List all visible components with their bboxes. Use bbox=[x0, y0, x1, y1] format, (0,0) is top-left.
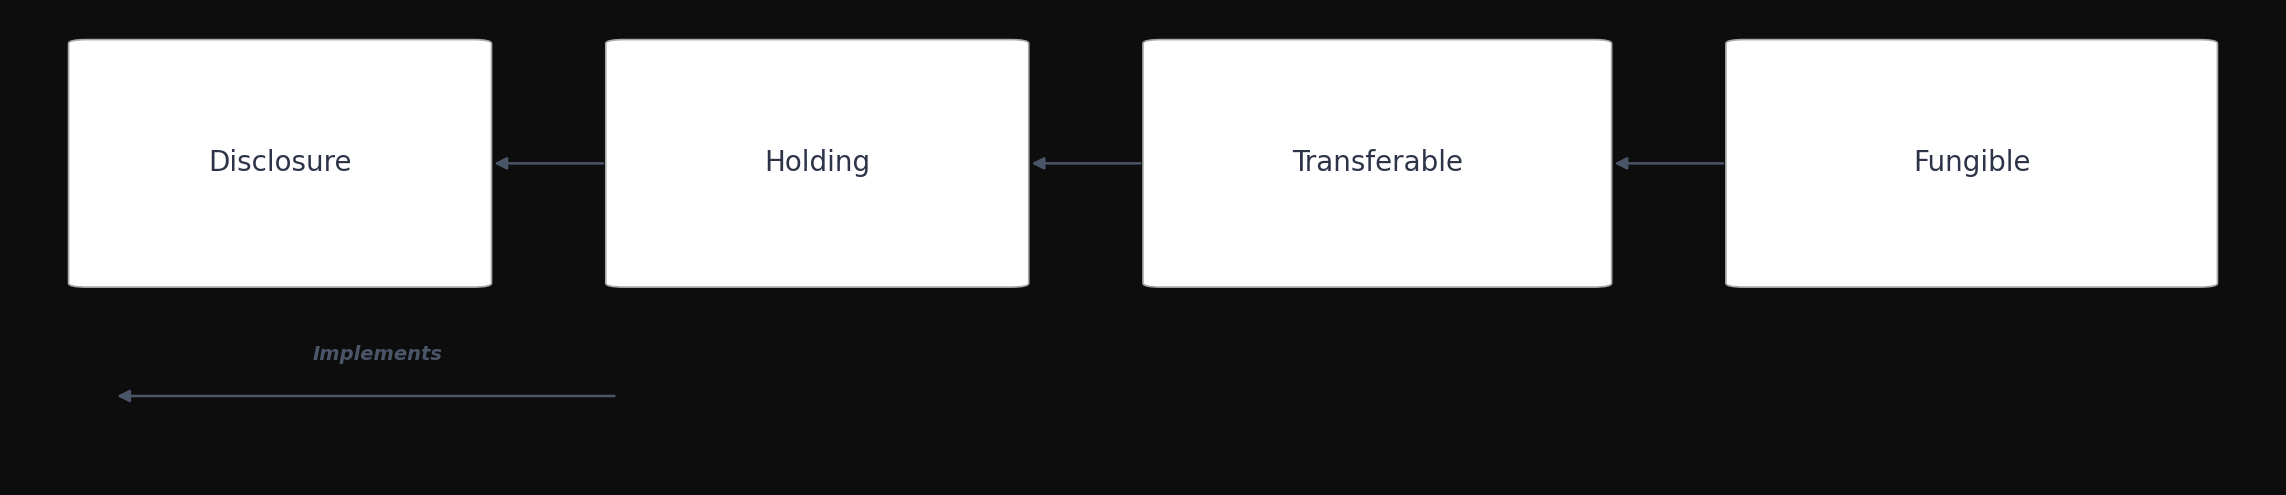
Text: Transferable: Transferable bbox=[1292, 149, 1463, 177]
Text: Disclosure: Disclosure bbox=[208, 149, 352, 177]
FancyBboxPatch shape bbox=[69, 40, 491, 287]
FancyBboxPatch shape bbox=[606, 40, 1029, 287]
FancyBboxPatch shape bbox=[1726, 40, 2217, 287]
Text: Holding: Holding bbox=[764, 149, 871, 177]
Text: Implements: Implements bbox=[313, 345, 441, 364]
FancyBboxPatch shape bbox=[1143, 40, 1612, 287]
Text: Fungible: Fungible bbox=[1913, 149, 2030, 177]
